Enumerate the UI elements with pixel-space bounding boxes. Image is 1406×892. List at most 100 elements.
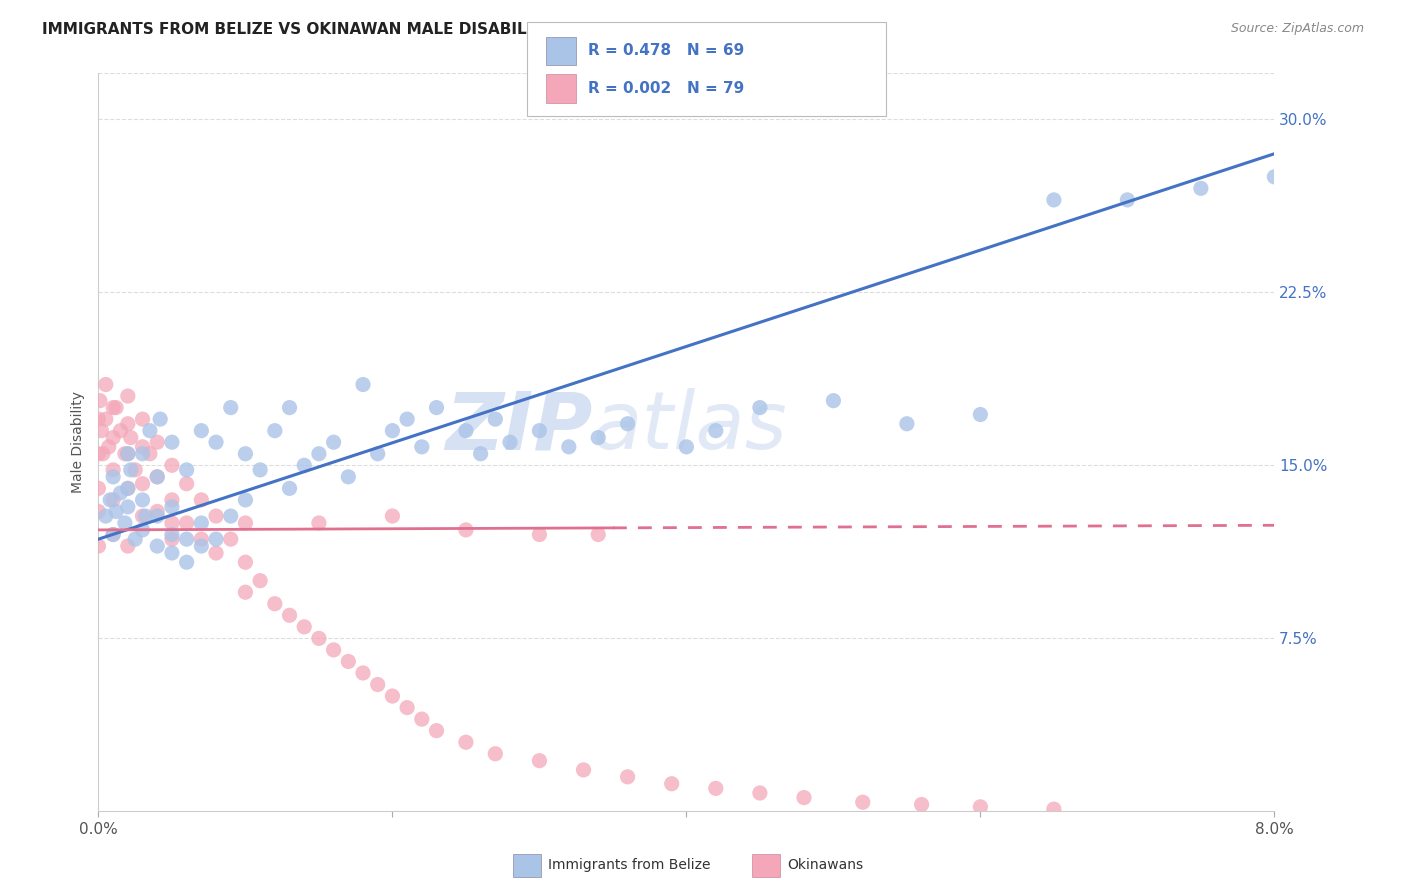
Point <box>146 509 169 524</box>
Point <box>205 509 228 524</box>
Y-axis label: Male Disability: Male Disability <box>72 392 86 493</box>
Point <box>411 712 433 726</box>
Point <box>160 546 183 560</box>
Point <box>484 412 506 426</box>
Point <box>529 754 551 768</box>
Point <box>322 643 344 657</box>
Point <box>110 424 132 438</box>
Point <box>704 424 727 438</box>
Point <box>117 389 139 403</box>
Point <box>87 481 110 495</box>
Point <box>120 463 142 477</box>
Point <box>117 417 139 431</box>
Point <box>87 412 110 426</box>
Point <box>131 476 153 491</box>
Point <box>470 447 492 461</box>
Point <box>131 412 153 426</box>
Point <box>235 585 257 599</box>
Point <box>205 532 228 546</box>
Point <box>190 532 212 546</box>
Point <box>278 481 301 495</box>
Point <box>793 790 815 805</box>
Point <box>160 500 183 514</box>
Point <box>160 492 183 507</box>
Text: Source: ZipAtlas.com: Source: ZipAtlas.com <box>1230 22 1364 36</box>
Point <box>969 408 991 422</box>
Point <box>190 492 212 507</box>
Point <box>146 539 169 553</box>
Point <box>235 447 257 461</box>
Point <box>101 527 124 541</box>
Point <box>586 431 609 445</box>
Point <box>529 424 551 438</box>
Point <box>704 781 727 796</box>
Point <box>176 463 198 477</box>
Point <box>190 539 212 553</box>
Point <box>396 412 419 426</box>
Point <box>101 470 124 484</box>
Point <box>235 516 257 530</box>
Point <box>124 532 146 546</box>
Point <box>969 800 991 814</box>
Point <box>425 723 447 738</box>
Point <box>190 424 212 438</box>
Point <box>101 492 124 507</box>
Point <box>91 447 114 461</box>
Text: R = 0.002   N = 79: R = 0.002 N = 79 <box>588 81 744 95</box>
Point <box>94 377 117 392</box>
Point <box>205 546 228 560</box>
Point <box>146 470 169 484</box>
Point <box>176 532 198 546</box>
Point <box>176 516 198 530</box>
Point <box>190 516 212 530</box>
Point <box>110 486 132 500</box>
Point <box>308 447 330 461</box>
Point <box>117 447 139 461</box>
Point <box>675 440 697 454</box>
Point <box>337 470 360 484</box>
Text: atlas: atlas <box>592 388 787 467</box>
Point <box>586 527 609 541</box>
Point <box>105 504 128 518</box>
Point <box>160 527 183 541</box>
Point <box>396 700 419 714</box>
Point <box>219 532 242 546</box>
Point <box>94 412 117 426</box>
Point <box>1189 181 1212 195</box>
Point <box>124 463 146 477</box>
Point <box>117 481 139 495</box>
Point <box>117 447 139 461</box>
Point <box>176 555 198 569</box>
Point <box>89 393 111 408</box>
Point <box>90 424 112 438</box>
Point <box>139 424 162 438</box>
Point <box>748 786 770 800</box>
Point <box>308 632 330 646</box>
Point <box>425 401 447 415</box>
Point <box>131 447 153 461</box>
Point <box>263 597 285 611</box>
Point <box>322 435 344 450</box>
Point <box>748 401 770 415</box>
Point <box>160 532 183 546</box>
Point <box>101 463 124 477</box>
Point <box>98 492 121 507</box>
Point <box>146 435 169 450</box>
Point <box>367 447 389 461</box>
Point <box>337 655 360 669</box>
Point <box>219 509 242 524</box>
Point <box>249 463 271 477</box>
Text: R = 0.478   N = 69: R = 0.478 N = 69 <box>588 44 744 58</box>
Point <box>263 424 285 438</box>
Point <box>1043 802 1066 816</box>
Point <box>131 523 153 537</box>
Point <box>131 440 153 454</box>
Text: Okinawans: Okinawans <box>787 858 863 872</box>
Point <box>381 424 404 438</box>
Point <box>160 458 183 473</box>
Point <box>97 440 120 454</box>
Point <box>1043 193 1066 207</box>
Point <box>411 440 433 454</box>
Point <box>381 689 404 703</box>
Point <box>117 539 139 553</box>
